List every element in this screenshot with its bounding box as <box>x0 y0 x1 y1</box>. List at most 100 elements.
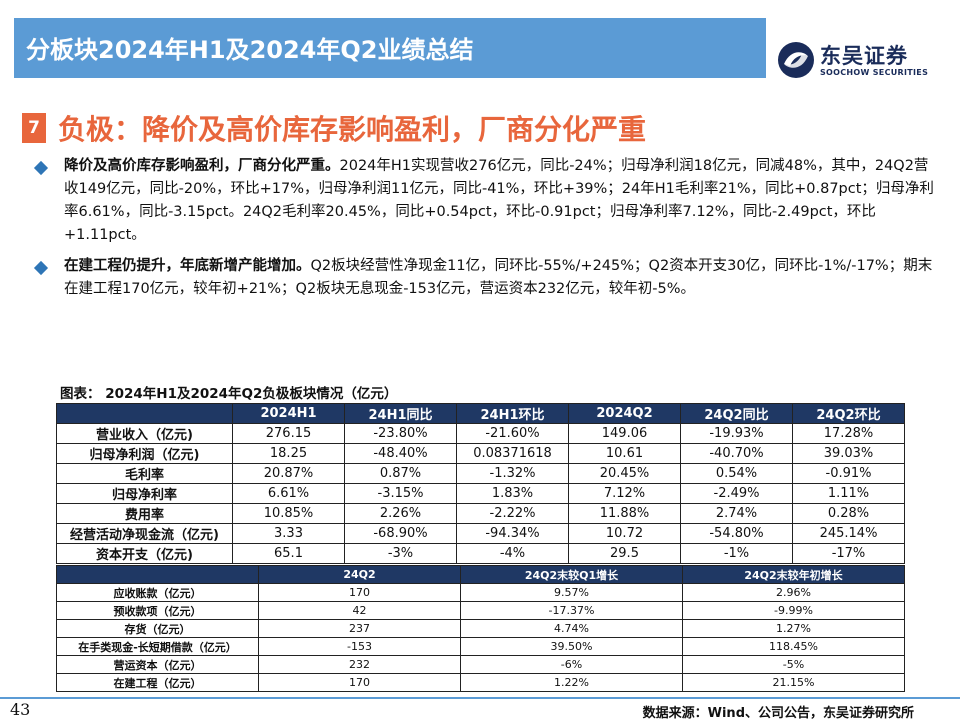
row-label: 应收账款（亿元） <box>56 583 259 602</box>
section-title: 负极：降价及高价库存影响盈利，厂商分化严重 <box>58 113 647 146</box>
table-cell: -2.49% <box>680 483 793 504</box>
table-header-row: 2024H1 24H1同比 24H1环比 2024Q2 24Q2同比 24Q2环比 <box>56 403 905 424</box>
table-cell: 20.45% <box>568 463 681 484</box>
row-label: 毛利率 <box>56 463 233 484</box>
table-cell: 6.61% <box>232 483 345 504</box>
table-row: 毛利率 20.87% 0.87% -1.32% 20.45% 0.54% -0.91% <box>56 463 905 484</box>
row-label: 营运资本（亿元） <box>56 655 259 674</box>
table-cell: -1.32% <box>456 463 569 484</box>
table-cell: 2.96% <box>682 583 905 602</box>
table-cell: 170 <box>258 673 461 692</box>
table-cell: -2.22% <box>456 503 569 524</box>
column-header <box>56 403 233 424</box>
column-header: 24H1同比 <box>344 403 457 424</box>
logo-text-cn: 东吴证券 <box>820 44 908 68</box>
table-cell: 1.83% <box>456 483 569 504</box>
table-cell: 11.88% <box>568 503 681 524</box>
table-cell: 4.74% <box>460 619 683 638</box>
table-cell: 18.25 <box>232 443 345 464</box>
table-row: 营业收入（亿元) 276.15 -23.80% -21.60% 149.06 -19.93… <box>56 423 905 444</box>
table-cell: -48.40% <box>344 443 457 464</box>
table-cell: 10.61 <box>568 443 681 464</box>
table-cell: 9.57% <box>460 583 683 602</box>
header-bar <box>14 18 766 78</box>
section-number-badge: 7 <box>22 113 46 143</box>
table-cell: 17.28% <box>792 423 905 444</box>
table-cell: -21.60% <box>456 423 569 444</box>
table-cell: -54.80% <box>680 523 793 544</box>
soochow-logo-icon <box>778 42 814 78</box>
table-cell: -17% <box>792 543 905 564</box>
column-header: 24Q2 <box>258 565 461 584</box>
table-cell: 20.87% <box>232 463 345 484</box>
table-cell: -153 <box>258 637 461 656</box>
table-cell: 149.06 <box>568 423 681 444</box>
bullet-2-lead: 在建工程仍提升，年底新增产能增加。 <box>64 258 311 274</box>
table-cell: 2.26% <box>344 503 457 524</box>
bullet-2-text: Q2板块经营性净现金11亿，同环比-55%/+245%；Q2资本开支30亿，同环… <box>64 258 933 297</box>
table-cell: -94.34% <box>456 523 569 544</box>
column-header: 24Q2同比 <box>680 403 793 424</box>
table-cell: 39.03% <box>792 443 905 464</box>
table-row: 存货（亿元） 237 4.74% 1.27% <box>56 619 905 638</box>
logo-text-en: SOOCHOW SECURITIES <box>820 68 929 77</box>
table-cell: -3.15% <box>344 483 457 504</box>
table-row: 资本开支（亿元) 65.1 -3% -4% 29.5 -1% -17% <box>56 543 905 564</box>
column-header: 2024H1 <box>232 403 345 424</box>
table-cell: 0.08371618 <box>456 443 569 464</box>
table-cell: -23.80% <box>344 423 457 444</box>
table-row: 在手类现金-长短期借款（亿元） -153 39.50% 118.45% <box>56 637 905 656</box>
table-cell: -4% <box>456 543 569 564</box>
table-cell: 3.33 <box>232 523 345 544</box>
table-row: 经营活动净现金流（亿元) 3.33 -68.90% -94.34% 10.72 -54.8… <box>56 523 905 544</box>
table-cell: 245.14% <box>792 523 905 544</box>
table-cell: -17.37% <box>460 601 683 620</box>
table-cell: -3% <box>344 543 457 564</box>
page-number: 43 <box>10 700 31 719</box>
column-header: 2024Q2 <box>568 403 681 424</box>
table-cell: -68.90% <box>344 523 457 544</box>
table-cell: 276.15 <box>232 423 345 444</box>
table-cell: -9.99% <box>682 601 905 620</box>
table-cell: 118.45% <box>682 637 905 656</box>
table-cell: 1.27% <box>682 619 905 638</box>
table-cell: 1.22% <box>460 673 683 692</box>
table-cell: -19.93% <box>680 423 793 444</box>
row-label: 在建工程（亿元） <box>56 673 259 692</box>
footer-divider <box>0 697 960 699</box>
table-cell: 2.74% <box>680 503 793 524</box>
table-row: 归母净利润（亿元) 18.25 -48.40% 0.08371618 10.61 -40.… <box>56 443 905 464</box>
table-row: 费用率 10.85% 2.26% -2.22% 11.88% 2.74% 0.28% <box>56 503 905 524</box>
data-source: 数据来源：Wind、公司公告，东吴证券研究所 <box>642 706 914 721</box>
page-title: 分板块2024年H1及2024年Q2业绩总结 <box>26 36 474 64</box>
bullet-paragraph-2: 在建工程仍提升，年底新增产能增加。Q2板块经营性净现金11亿，同环比-55%/+… <box>64 255 940 301</box>
table-row: 预收款项（亿元） 42 -17.37% -9.99% <box>56 601 905 620</box>
row-label: 存货（亿元） <box>56 619 259 638</box>
column-header <box>56 565 259 584</box>
table-row: 营运资本（亿元） 232 -6% -5% <box>56 655 905 674</box>
table-cell: 65.1 <box>232 543 345 564</box>
table-cell: 0.28% <box>792 503 905 524</box>
table-cell: 10.85% <box>232 503 345 524</box>
column-header: 24H1环比 <box>456 403 569 424</box>
row-label: 费用率 <box>56 503 233 524</box>
row-label: 资本开支（亿元) <box>56 543 233 564</box>
table-cell: 232 <box>258 655 461 674</box>
table-cell: -5% <box>682 655 905 674</box>
bullet-1-lead: 降价及高价库存影响盈利，厂商分化严重。 <box>64 158 340 174</box>
row-label: 在手类现金-长短期借款（亿元） <box>56 637 259 656</box>
row-label: 经营活动净现金流（亿元) <box>56 523 233 544</box>
table-caption: 图表： 2024年H1及2024年Q2负极板块情况（亿元） <box>60 386 398 402</box>
table-row: 归母净利率 6.61% -3.15% 1.83% 7.12% -2.49% 1.11% <box>56 483 905 504</box>
table-cell: -0.91% <box>792 463 905 484</box>
table-cell: 29.5 <box>568 543 681 564</box>
table-header-row: 24Q2 24Q2末较Q1增长 24Q2末较年初增长 <box>56 565 905 584</box>
bullet-1-text: 2024年H1实现营收276亿元，同比-24%；归母净利润18亿元，同减48%，… <box>64 158 934 243</box>
column-header: 24Q2末较年初增长 <box>682 565 905 584</box>
table-cell: 42 <box>258 601 461 620</box>
table-cell: -6% <box>460 655 683 674</box>
column-header: 24Q2末较Q1增长 <box>460 565 683 584</box>
balance-table: 24Q2 24Q2末较Q1增长 24Q2末较年初增长 应收账款（亿元） 170 9.57… <box>56 565 905 692</box>
company-logo: 东吴证券 SOOCHOW SECURITIES <box>776 40 946 80</box>
table-cell: 237 <box>258 619 461 638</box>
